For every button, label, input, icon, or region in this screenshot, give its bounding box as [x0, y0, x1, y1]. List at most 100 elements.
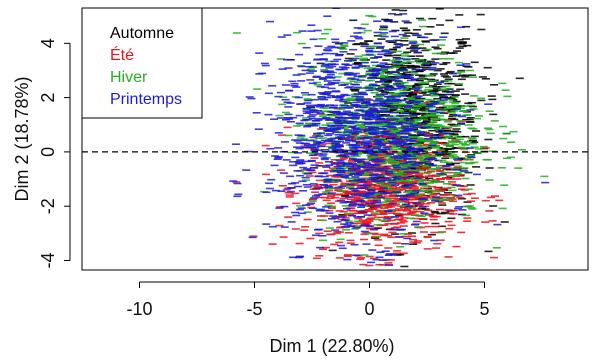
point-Automne: [344, 57, 353, 60]
point-Automne: [470, 135, 479, 138]
point-Printemps: [344, 174, 353, 177]
point-Printemps: [389, 228, 398, 231]
point-Automne: [403, 51, 412, 54]
point-Printemps: [368, 77, 377, 79]
plot-frame: [81, 7, 589, 271]
point-Printemps: [392, 83, 401, 85]
point-Été: [305, 175, 314, 177]
point-Printemps: [315, 53, 324, 56]
point-Printemps: [366, 225, 374, 228]
point-Printemps: [362, 101, 371, 104]
point-Été: [348, 159, 356, 162]
point-Printemps: [233, 195, 242, 198]
point-Printemps: [424, 137, 433, 140]
point-Été: [343, 255, 352, 257]
point-Hiver: [410, 73, 419, 75]
point-Hiver: [400, 61, 408, 64]
point-Printemps: [353, 27, 362, 29]
point-Hiver: [447, 186, 456, 189]
point-Hiver: [396, 117, 405, 120]
point-Printemps: [273, 158, 282, 160]
point-Printemps: [458, 115, 467, 118]
point-Printemps: [321, 93, 330, 95]
point-Hiver: [363, 158, 372, 161]
point-Été: [291, 192, 300, 195]
point-Hiver: [406, 61, 415, 63]
point-Automne: [380, 77, 389, 80]
point-Printemps: [387, 71, 396, 73]
point-Printemps: [374, 56, 383, 58]
point-Printemps: [275, 207, 284, 209]
point-Été: [315, 184, 324, 186]
point-Été: [397, 182, 406, 185]
point-Printemps: [346, 183, 355, 186]
point-Hiver: [344, 220, 353, 222]
point-Été: [445, 227, 454, 230]
point-Été: [292, 202, 301, 205]
point-Été: [378, 157, 387, 159]
point-Automne: [464, 102, 473, 105]
point-Automne: [445, 19, 454, 22]
point-Printemps: [417, 183, 426, 185]
point-Hiver: [426, 169, 435, 171]
point-Hiver: [346, 186, 355, 188]
point-Hiver: [485, 110, 494, 112]
point-Hiver: [293, 31, 302, 34]
point-Printemps: [310, 197, 319, 199]
point-Hiver: [498, 82, 507, 85]
point-Automne: [409, 71, 418, 73]
point-Été: [370, 232, 379, 235]
point-Printemps: [375, 256, 384, 259]
point-Printemps: [320, 70, 329, 73]
point-Printemps: [333, 220, 342, 223]
point-Été: [310, 157, 319, 159]
point-Printemps: [410, 124, 419, 126]
point-Printemps: [291, 211, 300, 214]
point-Été: [411, 196, 420, 199]
point-Printemps: [352, 128, 361, 130]
point-Automne: [403, 71, 411, 74]
point-Hiver: [343, 212, 352, 215]
point-Printemps: [439, 36, 448, 38]
point-Été: [364, 174, 372, 177]
point-Été: [381, 136, 390, 138]
point-Été: [370, 257, 378, 260]
point-Été: [398, 219, 407, 221]
point-Hiver: [404, 107, 413, 110]
point-Printemps: [407, 155, 416, 158]
point-Automne: [346, 53, 355, 55]
point-Printemps: [347, 77, 356, 79]
point-Été: [335, 231, 344, 233]
point-Printemps: [365, 50, 374, 53]
point-Été: [352, 222, 361, 225]
point-Été: [322, 199, 331, 202]
point-Été: [386, 151, 395, 154]
point-Automne: [390, 105, 399, 107]
point-Printemps: [331, 41, 340, 44]
point-Automne: [368, 69, 377, 71]
point-Été: [444, 209, 453, 211]
point-Printemps: [370, 173, 379, 176]
point-Hiver: [350, 122, 359, 124]
point-Printemps: [234, 193, 243, 196]
point-Automne: [445, 108, 454, 111]
y-tick-label: -4: [38, 252, 58, 268]
point-Hiver: [321, 124, 330, 126]
point-Été: [315, 179, 324, 182]
point-Hiver: [384, 188, 392, 190]
point-Hiver: [407, 96, 416, 99]
point-Printemps: [352, 168, 361, 170]
point-Printemps: [337, 171, 346, 174]
point-Hiver: [394, 174, 403, 176]
point-Printemps: [357, 158, 366, 161]
point-Printemps: [342, 142, 351, 144]
point-Printemps: [328, 65, 337, 68]
point-Été: [369, 135, 378, 138]
point-Printemps: [315, 209, 324, 212]
point-Printemps: [336, 127, 345, 129]
point-Printemps: [380, 131, 389, 133]
point-Printemps: [321, 52, 330, 55]
point-Printemps: [296, 159, 305, 161]
point-Printemps: [396, 228, 405, 231]
point-Printemps: [366, 73, 375, 76]
